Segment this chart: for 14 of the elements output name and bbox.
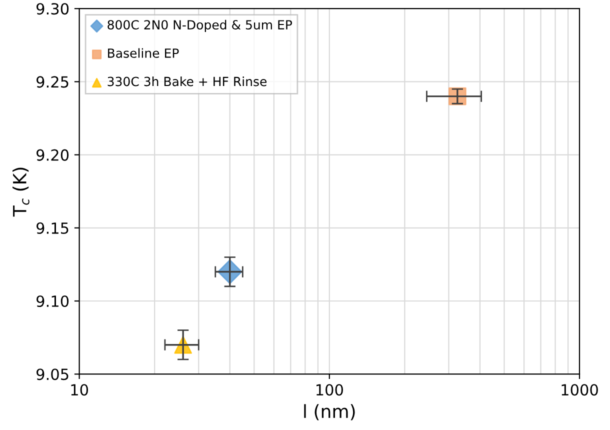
x-tick-label: 10 — [71, 384, 88, 396]
x-tick-label: 1000 — [562, 384, 598, 396]
legend-label: Baseline EP — [108, 48, 179, 58]
y-tick-label: 9.25 — [36, 76, 68, 88]
legend-label: 330C 3h Bake + HF Rinse — [108, 76, 267, 86]
x-tick-label: 100 — [316, 384, 343, 396]
y-tick-label: 9.05 — [36, 368, 68, 380]
y-tick-label: 9.10 — [36, 295, 69, 308]
y-axis-title: T$_{c}$ (K) — [12, 168, 30, 217]
y-tick-label: 9.15 — [36, 222, 68, 234]
y-tick-label: 9.30 — [36, 3, 69, 15]
y-tick-label: 9.20 — [36, 149, 69, 161]
legend-label: 800C 2N0 N-Doped & 5um EP — [108, 20, 292, 32]
x-axis-title: l (nm) — [304, 404, 355, 420]
